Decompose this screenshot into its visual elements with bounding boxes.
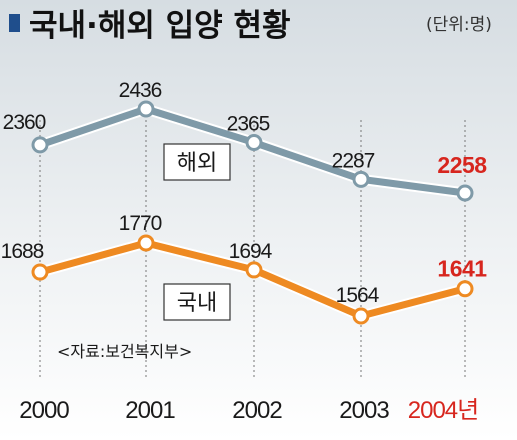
point-domestic-2002 [245,261,263,279]
x-tick-2002: 2002 [232,397,282,424]
point-overseas-2002 [245,134,263,152]
point-overseas-2000 [31,136,49,154]
series-label-overseas: 해외 [163,143,231,181]
series-label-domestic: 국내 [163,283,231,321]
value-label-domestic-2000: 1688 [1,240,44,263]
point-domestic-2001 [137,234,155,252]
point-domestic-2004년 [456,280,474,298]
point-overseas-2001 [137,100,155,118]
x-tick-2001: 2001 [125,397,175,424]
value-label-overseas-2004년: 2258 [437,152,487,178]
value-label-overseas-2003: 2287 [332,149,375,172]
value-label-domestic-2002: 1694 [229,240,273,263]
point-overseas-2004년 [456,184,474,202]
x-tick-2000: 2000 [19,397,69,424]
x-tick-2003: 2003 [339,397,389,424]
x-axis-ticks: 2000 2001 2002 2003 2004년 [19,397,479,424]
title-marker [9,14,20,32]
value-label-domestic-2003: 1564 [336,284,380,307]
vertical-gridlines [39,120,466,378]
value-label-overseas-2002: 2365 [227,113,270,136]
source-note: <자료:보건복지부> [57,342,192,361]
series-label-domestic-text: 국내 [177,291,217,316]
chart-title: 국내·해외 입양 현황 [29,8,291,44]
point-domestic-2003 [352,307,370,325]
value-label-domestic-2001: 1770 [119,212,162,235]
value-label-overseas-2000: 2360 [3,111,46,134]
data-marks: 2360 2436 2365 2287 2258 1688 1770 1694 1564 1641 [1,79,488,325]
value-label-domestic-2004년: 1641 [437,256,487,282]
series-label-overseas-text: 해외 [177,151,217,176]
x-tick-2004년: 2004년 [408,397,478,424]
point-overseas-2003 [352,170,370,188]
point-domestic-2000 [31,263,49,281]
value-label-overseas-2001: 2436 [119,79,162,102]
unit-label: (단위:명) [426,15,492,35]
